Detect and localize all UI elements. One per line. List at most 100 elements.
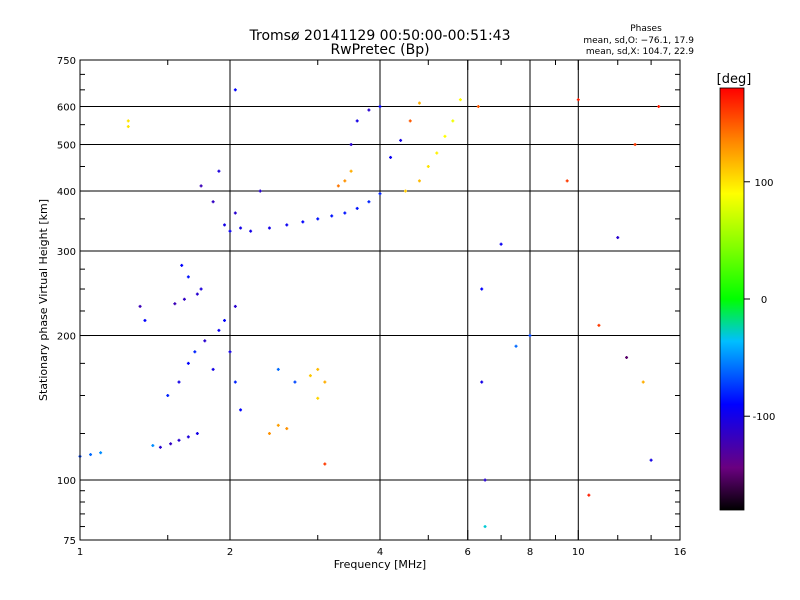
y-tick-label: 300 <box>57 247 76 258</box>
data-point <box>233 211 237 215</box>
data-point <box>426 164 430 168</box>
data-point <box>349 143 353 147</box>
y-tick-label: 750 <box>57 56 76 67</box>
data-point <box>633 143 637 147</box>
data-point <box>249 229 253 233</box>
data-point <box>435 151 439 155</box>
data-point <box>323 380 327 384</box>
data-point <box>239 408 243 412</box>
data-point <box>223 318 227 322</box>
data-point <box>267 432 271 436</box>
data-point <box>443 134 447 138</box>
data-point <box>89 453 93 457</box>
data-point <box>408 119 412 123</box>
data-point <box>343 179 347 183</box>
x-axis-label: Frequency [MHz] <box>334 558 426 571</box>
data-point <box>355 119 359 123</box>
data-point <box>211 367 215 371</box>
data-point <box>480 380 484 384</box>
data-point <box>233 304 237 308</box>
data-point <box>343 211 347 215</box>
data-point <box>649 458 653 462</box>
data-point <box>316 217 320 221</box>
colorbar-ticks: 100 0 -100 <box>744 178 775 423</box>
data-point <box>186 275 190 279</box>
data-point <box>576 98 580 102</box>
grid-lines <box>80 60 680 540</box>
x-tick-label: 4 <box>377 547 383 558</box>
data-point <box>389 155 393 159</box>
data-point <box>217 328 221 332</box>
data-point <box>565 179 569 183</box>
data-point <box>228 350 232 354</box>
data-point <box>336 184 340 188</box>
data-point <box>211 200 215 204</box>
data-point <box>378 105 382 109</box>
axis-ticks <box>79 59 681 541</box>
y-tick-label: 75 <box>63 536 76 547</box>
data-point <box>285 427 289 431</box>
data-point <box>367 108 371 112</box>
x-tick-label: 16 <box>674 547 687 558</box>
data-point <box>276 367 280 371</box>
data-point <box>151 444 155 448</box>
data-point <box>228 229 232 233</box>
y-tick-labels: 75 100 200 300 400 500 600 750 <box>57 56 76 547</box>
data-point <box>126 119 130 123</box>
colorbar-tick-label: 100 <box>754 178 773 189</box>
data-point <box>195 432 199 436</box>
x-tick-label: 8 <box>527 547 533 558</box>
phase-stats-title: Phases <box>630 24 662 34</box>
data-point <box>499 242 503 246</box>
data-point <box>349 169 353 173</box>
data-point <box>180 263 184 267</box>
x-tick-label: 1 <box>77 547 83 558</box>
y-tick-label: 100 <box>57 476 76 487</box>
data-point <box>177 438 181 442</box>
data-point <box>597 323 601 327</box>
data-point <box>528 334 532 338</box>
data-point <box>99 451 103 455</box>
data-point <box>616 236 620 240</box>
data-point <box>399 138 403 142</box>
data-points <box>78 88 661 529</box>
data-point <box>641 380 645 384</box>
data-point <box>587 493 591 497</box>
data-point <box>267 226 271 230</box>
data-point <box>476 105 480 109</box>
colorbar <box>719 87 745 511</box>
data-point <box>195 292 199 296</box>
data-point <box>138 304 142 308</box>
data-point <box>166 394 170 398</box>
data-point <box>217 169 221 173</box>
data-point <box>239 226 243 230</box>
data-point <box>276 423 280 427</box>
data-point <box>177 380 181 384</box>
data-point <box>483 478 487 482</box>
data-point <box>301 220 305 224</box>
data-point <box>126 125 130 129</box>
x-tick-labels: 1 2 4 6 8 10 16 <box>77 547 687 558</box>
x-tick-label: 2 <box>227 547 233 558</box>
chart-title: Tromsø 20141129 00:50:00-00:51:43 <box>249 28 511 44</box>
data-point <box>258 189 262 193</box>
y-tick-label: 400 <box>57 187 76 198</box>
data-point <box>143 318 147 322</box>
data-point <box>199 287 203 291</box>
data-point <box>293 380 297 384</box>
data-point <box>158 445 162 449</box>
data-point <box>203 339 207 343</box>
colorbar-label: [deg] <box>717 72 752 87</box>
data-point <box>316 367 320 371</box>
y-tick-label: 500 <box>57 141 76 152</box>
data-point <box>657 105 661 109</box>
data-point <box>316 396 320 400</box>
data-point <box>223 223 227 227</box>
data-point <box>186 361 190 365</box>
phase-stats-o: mean, sd,O: −76.1, 17.9 <box>583 36 694 46</box>
data-point <box>483 525 487 529</box>
data-point <box>323 462 327 466</box>
data-point <box>417 179 421 183</box>
y-tick-label: 600 <box>57 103 76 114</box>
